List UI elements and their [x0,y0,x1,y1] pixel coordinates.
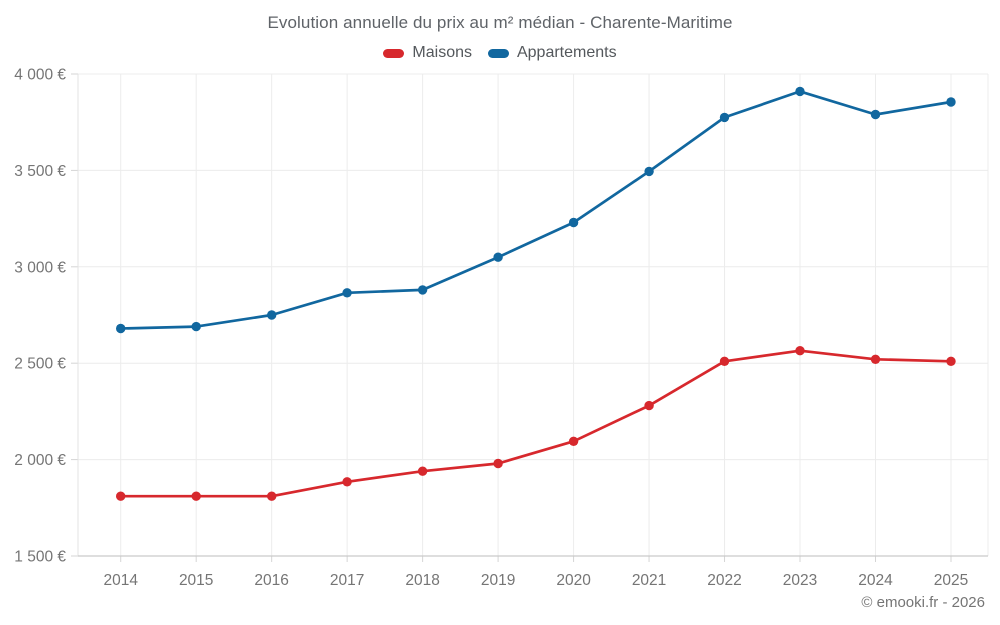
data-point-maisons-2017[interactable] [342,477,352,487]
data-point-maisons-2018[interactable] [417,466,428,476]
legend-item-appartements[interactable]: Appartements [487,44,617,62]
x-tick-label-2020: 2020 [556,572,591,589]
x-tick-label-2018: 2018 [405,572,439,589]
data-point-appartements-2016[interactable] [267,310,277,320]
data-point-appartements-2014[interactable] [116,323,126,334]
data-point-appartements-2024[interactable] [870,109,881,120]
x-tick-label-2014: 2014 [103,572,138,589]
legend-swatch-maisons-icon [383,48,405,58]
legend-swatch-appartements-icon [487,48,509,58]
data-point-maisons-2025[interactable] [946,356,956,366]
x-tick-label-2017: 2017 [330,572,364,589]
data-point-maisons-2014[interactable] [116,491,126,501]
data-point-appartements-2022[interactable] [719,112,730,123]
data-point-appartements-2019[interactable] [493,252,503,262]
data-point-maisons-2022[interactable] [719,356,730,366]
y-tick-label-4000: 4 000 € [14,67,66,84]
series-line-appartements [119,90,953,330]
chart-title: Evolution annuelle du prix au m² médian … [267,13,733,32]
legend-item-maisons[interactable]: Maisons [383,44,472,62]
series-line-maisons [119,349,953,498]
y-tick-label-1500: 1 500 € [14,549,66,566]
data-point-maisons-2020[interactable] [568,436,579,446]
legend-label-appartements: Appartements [516,44,617,61]
data-point-maisons-2019[interactable] [493,458,503,469]
x-tick-label-2025: 2025 [934,572,968,589]
y-tick-label-3000: 3 000 € [14,259,66,276]
x-tick-label-2019: 2019 [481,572,515,589]
x-tick-label-2023: 2023 [783,572,817,589]
data-point-appartements-2015[interactable] [191,321,201,332]
data-point-maisons-2023[interactable] [795,346,805,356]
data-point-appartements-2020[interactable] [568,217,579,228]
data-point-maisons-2024[interactable] [870,354,881,364]
data-point-maisons-2015[interactable] [191,491,201,501]
legend-label-maisons: Maisons [412,44,472,61]
chart-legend: Maisons Appartements [0,44,1000,62]
data-point-appartements-2017[interactable] [342,288,352,298]
y-tick-label-2000: 2 000 € [14,452,66,469]
data-point-appartements-2025[interactable] [946,97,956,107]
x-tick-label-2022: 2022 [707,572,741,589]
x-tick-label-2015: 2015 [179,572,213,589]
data-point-appartements-2018[interactable] [417,285,428,295]
copyright: © emooki.fr - 2026 [861,594,985,611]
data-point-maisons-2021[interactable] [644,400,654,411]
x-tick-label-2024: 2024 [858,572,893,589]
data-point-appartements-2021[interactable] [644,166,654,177]
data-point-appartements-2023[interactable] [795,86,805,97]
y-tick-label-3500: 3 500 € [14,163,66,180]
x-tick-label-2016: 2016 [254,572,288,589]
y-tick-label-2500: 2 500 € [14,356,66,373]
data-point-maisons-2016[interactable] [267,491,277,501]
x-tick-label-2021: 2021 [632,572,666,589]
